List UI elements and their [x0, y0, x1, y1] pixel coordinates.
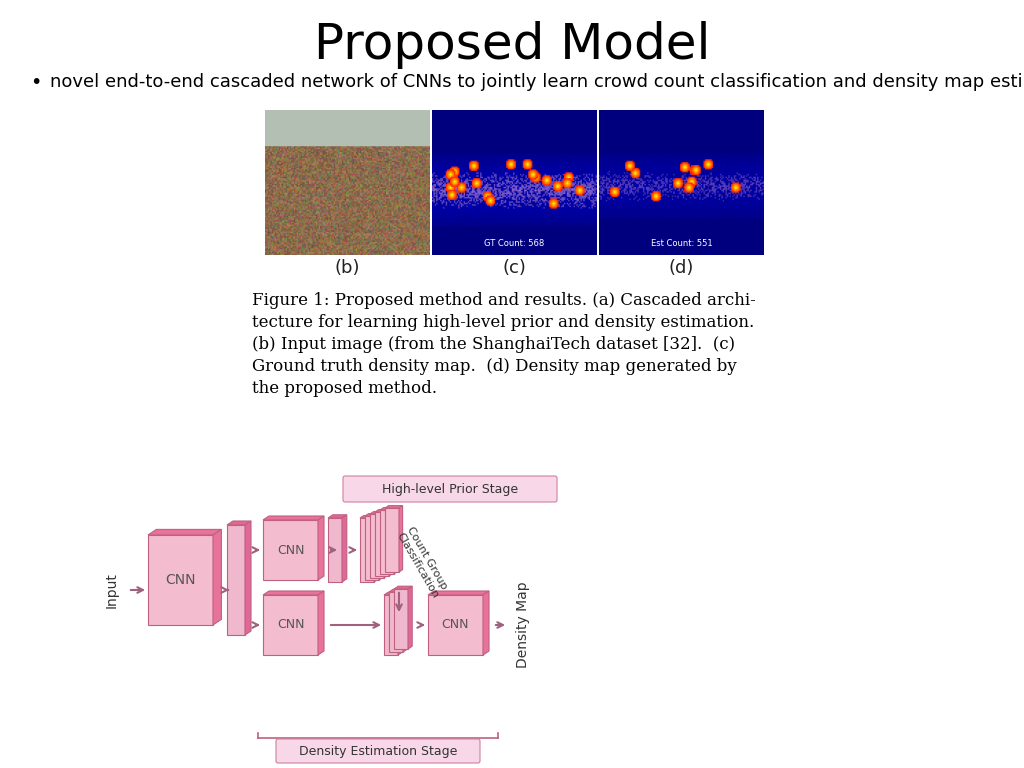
Polygon shape [483, 591, 489, 655]
Text: the proposed method.: the proposed method. [252, 380, 437, 397]
Text: (d): (d) [669, 259, 694, 277]
Polygon shape [380, 508, 397, 510]
Polygon shape [375, 510, 392, 512]
Text: Est Count: 551: Est Count: 551 [650, 239, 713, 248]
Text: Ground truth density map.  (d) Density map generated by: Ground truth density map. (d) Density ma… [252, 358, 736, 375]
Polygon shape [389, 589, 408, 592]
Polygon shape [148, 529, 221, 535]
Polygon shape [365, 516, 379, 580]
Polygon shape [245, 521, 251, 635]
Polygon shape [384, 592, 402, 595]
Text: CNN: CNN [165, 573, 196, 587]
Polygon shape [263, 591, 324, 595]
FancyBboxPatch shape [343, 476, 557, 502]
Polygon shape [385, 505, 402, 508]
Polygon shape [360, 518, 374, 582]
Polygon shape [148, 535, 213, 625]
Polygon shape [342, 515, 347, 582]
Polygon shape [398, 592, 402, 655]
Polygon shape [394, 508, 397, 574]
Polygon shape [380, 510, 394, 574]
Text: (b) Input image (from the ShanghaiTech dataset [32].  (c): (b) Input image (from the ShanghaiTech d… [252, 336, 735, 353]
FancyBboxPatch shape [276, 739, 480, 763]
Polygon shape [385, 508, 399, 572]
Text: Count Group
Classification: Count Group Classification [395, 525, 451, 600]
Polygon shape [428, 591, 489, 595]
Polygon shape [328, 515, 347, 518]
Polygon shape [389, 510, 392, 576]
Text: tecture for learning high-level prior and density estimation.: tecture for learning high-level prior an… [252, 314, 755, 331]
Text: (b): (b) [335, 259, 360, 277]
Polygon shape [408, 586, 413, 649]
Polygon shape [263, 595, 318, 655]
Polygon shape [374, 515, 378, 582]
Polygon shape [213, 529, 221, 625]
Polygon shape [389, 592, 403, 652]
Text: Proposed Model: Proposed Model [313, 21, 711, 69]
Polygon shape [379, 514, 383, 580]
Polygon shape [227, 525, 245, 635]
Polygon shape [370, 511, 388, 514]
Polygon shape [399, 505, 402, 572]
Polygon shape [328, 518, 342, 582]
Text: CNN: CNN [276, 544, 304, 557]
Polygon shape [428, 595, 483, 655]
Polygon shape [370, 514, 384, 578]
Polygon shape [263, 520, 318, 580]
Text: CNN: CNN [276, 618, 304, 631]
Text: GT Count: 568: GT Count: 568 [484, 239, 545, 248]
Text: High-level Prior Stage: High-level Prior Stage [382, 482, 518, 495]
Text: (c): (c) [503, 259, 526, 277]
Polygon shape [403, 589, 408, 652]
Text: CNN: CNN [441, 618, 469, 631]
Text: Figure 1: Proposed method and results. (a) Cascaded archi-: Figure 1: Proposed method and results. (… [252, 292, 756, 309]
Polygon shape [384, 511, 388, 578]
Polygon shape [394, 586, 413, 589]
Polygon shape [318, 591, 324, 655]
Polygon shape [227, 521, 251, 525]
Polygon shape [263, 516, 324, 520]
Polygon shape [384, 595, 398, 655]
Text: Density Estimation Stage: Density Estimation Stage [299, 744, 457, 757]
Polygon shape [360, 515, 378, 518]
Text: •: • [30, 72, 41, 91]
Text: Input: Input [105, 572, 119, 608]
Polygon shape [375, 512, 389, 576]
Polygon shape [365, 514, 383, 516]
Polygon shape [394, 589, 408, 649]
Polygon shape [318, 516, 324, 580]
Text: Density Map: Density Map [516, 581, 530, 668]
Text: novel end-to-end cascaded network of CNNs to jointly learn crowd count classific: novel end-to-end cascaded network of CNN… [50, 73, 1024, 91]
